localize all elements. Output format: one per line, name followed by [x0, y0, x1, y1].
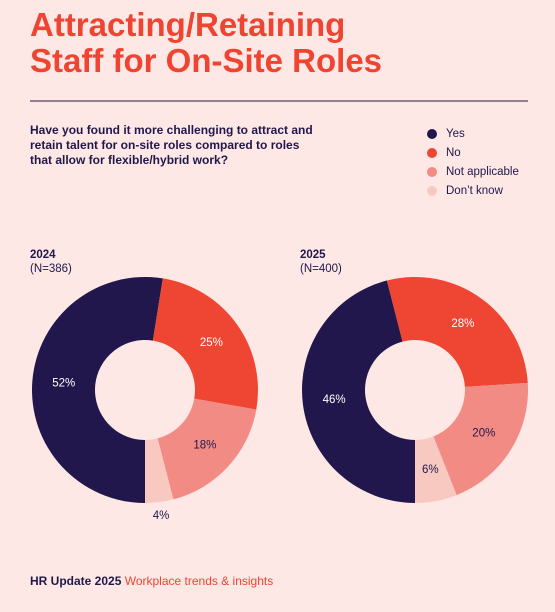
legend-label: Don’t know: [446, 185, 504, 197]
footer: HR Update 2025 Workplace trends & insigh…: [30, 574, 273, 588]
title-line: Staff for On-Site Roles: [30, 42, 382, 79]
donut-segment: [415, 436, 457, 503]
legend-swatch: [427, 167, 437, 177]
question-line: retain talent for on-site roles compared…: [30, 138, 300, 152]
legend-swatch: [427, 148, 437, 158]
value-label: 25%: [200, 337, 223, 349]
value-label: 52%: [52, 378, 75, 390]
donut-segment: [32, 276, 163, 503]
chart-subtitle: (N=400): [300, 263, 342, 275]
value-label: 4%: [153, 510, 170, 522]
title-line: Attracting/Retaining: [30, 6, 345, 43]
chart-subtitle: (N=386): [30, 263, 72, 275]
legend-swatch: [427, 186, 437, 196]
legend-label: Not applicable: [446, 166, 519, 178]
value-label: 6%: [422, 464, 439, 476]
value-label: 20%: [472, 428, 495, 440]
donut-segment: [152, 278, 258, 410]
donut-segment: [145, 438, 174, 503]
chart-title: 2024: [30, 249, 56, 261]
footer-tagline: Workplace trends & insights: [125, 574, 274, 588]
value-label: 28%: [451, 318, 474, 330]
question-line: that allow for flexible/hybrid work?: [30, 153, 228, 167]
donut-segment: [433, 382, 528, 496]
value-label: 46%: [323, 394, 346, 406]
donut-segment: [157, 398, 257, 500]
chart-title: 2025: [300, 249, 326, 261]
legend-label: Yes: [446, 128, 465, 140]
footer-brand: HR Update 2025: [30, 574, 122, 588]
value-label: 18%: [193, 439, 216, 451]
donut-segment: [386, 277, 528, 387]
donut-segment: [302, 280, 415, 503]
question-line: Have you found it more challenging to at…: [30, 123, 313, 137]
legend-swatch: [427, 129, 437, 139]
legend-label: No: [446, 147, 461, 159]
